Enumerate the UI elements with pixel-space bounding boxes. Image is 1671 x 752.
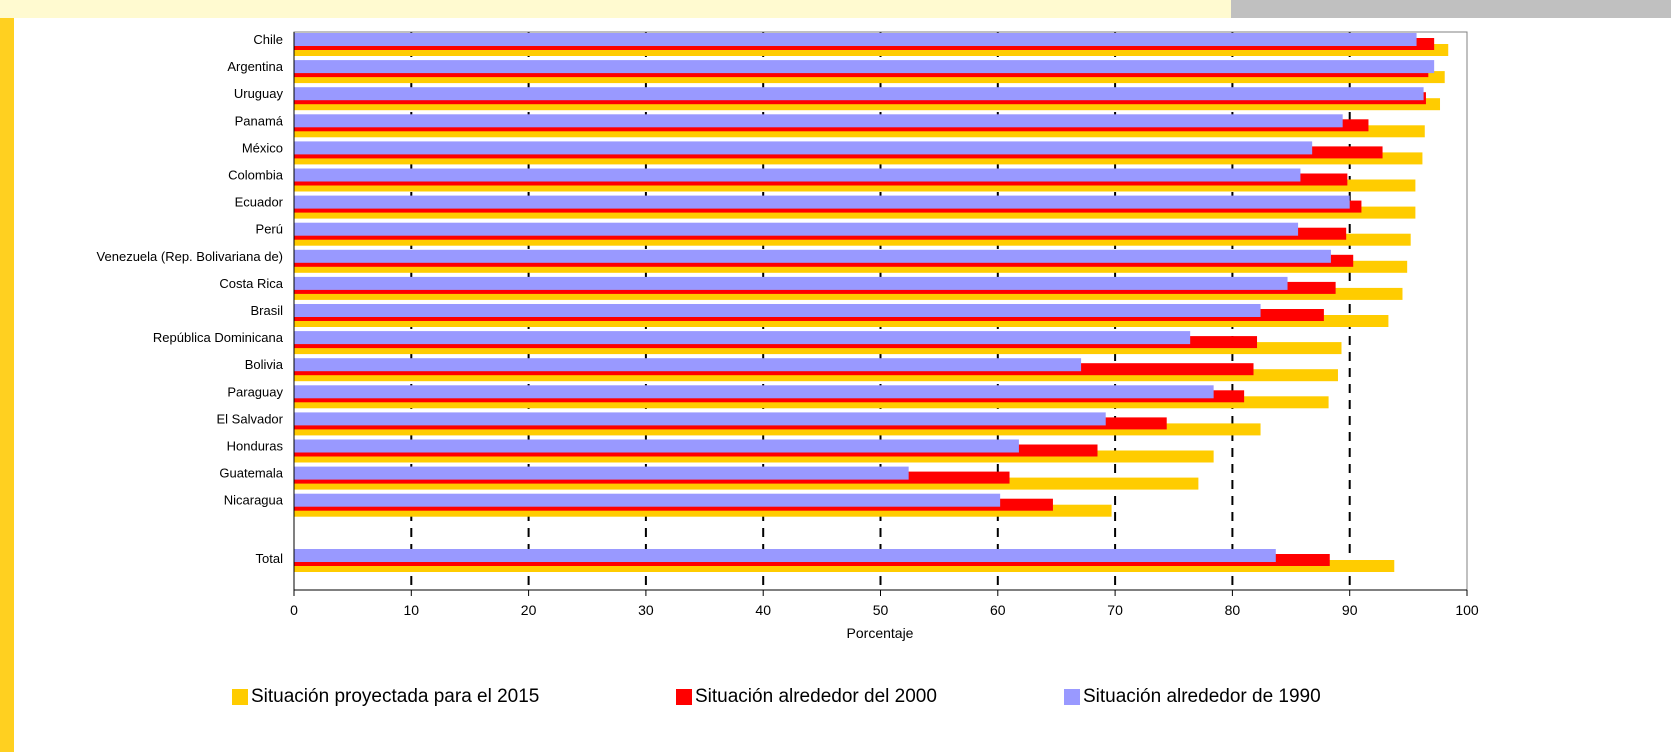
category-label-ecuador: Ecuador	[235, 195, 284, 210]
category-label-chile: Chile	[253, 32, 283, 47]
x-axis-title: Porcentaje	[847, 625, 914, 641]
legend: Situación proyectada para el 2015 Situac…	[232, 682, 1432, 712]
category-label-venezuela-rep-bolivariana-de: Venezuela (Rep. Bolivariana de)	[97, 249, 283, 264]
x-tick-label-70: 70	[1107, 602, 1123, 618]
category-label-nicaragua: Nicaragua	[224, 493, 284, 508]
category-label-peru: Perú	[256, 222, 283, 237]
category-label-guatemala: Guatemala	[219, 466, 283, 481]
bar-ecuador-1990	[294, 195, 1350, 209]
left-edge-band	[0, 18, 14, 752]
bar-venezuela-rep-bolivariana-de-1990	[294, 249, 1331, 263]
bar-guatemala-1990	[294, 466, 909, 480]
legend-item-2000: Situación alrededor del 2000	[676, 682, 937, 712]
category-label-mexico: México	[242, 140, 283, 155]
category-label-el-salvador: El Salvador	[217, 411, 284, 426]
x-tick-label-50: 50	[873, 602, 889, 618]
bar-peru-1990	[294, 222, 1299, 236]
category-label-paraguay: Paraguay	[227, 384, 283, 399]
x-tick-label-80: 80	[1225, 602, 1241, 618]
legend-swatch-1990	[1064, 689, 1080, 705]
category-label-honduras: Honduras	[227, 439, 284, 454]
legend-label-2015: Situación proyectada para el 2015	[251, 686, 540, 707]
category-label-republica-dominicana: República Dominicana	[153, 330, 284, 345]
bar-bolivia-1990	[294, 358, 1082, 372]
legend-swatch-2015	[232, 689, 248, 705]
legend-item-2015: Situación proyectada para el 2015	[232, 682, 539, 712]
bar-chart: 0 10 20 30 40 50 60 70 80 90 100 Chile Argentina Uru…	[97, 31, 1479, 641]
y-category-labels: Chile Argentina Uruguay Panamá México Colombi…	[97, 32, 284, 566]
x-tick-label-10: 10	[404, 602, 420, 618]
category-label-brasil: Brasil	[250, 303, 283, 318]
bar-paraguay-1990	[294, 385, 1214, 399]
category-label-bolivia: Bolivia	[245, 357, 284, 372]
legend-label-1990: Situación alrededor de 1990	[1083, 686, 1321, 707]
bar-mexico-1990	[294, 141, 1313, 155]
bar-total-1990	[294, 549, 1276, 562]
category-label-panama: Panamá	[235, 113, 284, 128]
legend-label-2000: Situación alrededor del 2000	[695, 686, 937, 707]
chart-card: 0 10 20 30 40 50 60 70 80 90 100 Chile Argentina Uru…	[14, 18, 1671, 752]
x-tick-label-90: 90	[1342, 602, 1358, 618]
category-label-costa-rica: Costa Rica	[219, 276, 283, 291]
x-tick-label-40: 40	[755, 602, 771, 618]
category-label-uruguay: Uruguay	[234, 86, 284, 101]
bar-costa-rica-1990	[294, 276, 1288, 290]
top-strip-accent	[1231, 0, 1671, 18]
bar-republica-dominicana-1990	[294, 331, 1191, 345]
bar-honduras-1990	[294, 439, 1019, 453]
x-tick-label-30: 30	[638, 602, 654, 618]
x-tick-label-0: 0	[290, 602, 298, 618]
x-tick-label-60: 60	[990, 602, 1006, 618]
bar-el-salvador-1990	[294, 412, 1106, 426]
bar-panama-1990	[294, 114, 1343, 128]
bars	[294, 33, 1449, 572]
bar-colombia-1990	[294, 168, 1301, 182]
x-tick-label-20: 20	[521, 602, 537, 618]
x-ticks: 0 10 20 30 40 50 60 70 80 90 100	[290, 590, 1479, 618]
legend-swatch-2000	[676, 689, 692, 705]
x-tick-label-100: 100	[1455, 602, 1479, 618]
category-label-colombia: Colombia	[228, 168, 284, 183]
bar-argentina-1990	[294, 60, 1435, 74]
bar-brasil-1990	[294, 304, 1261, 317]
legend-item-1990: Situación alrededor de 1990	[1064, 682, 1321, 712]
category-label-argentina: Argentina	[227, 59, 283, 74]
category-label-total: Total	[256, 551, 284, 566]
bar-chile-1990	[294, 33, 1417, 46]
bar-uruguay-1990	[294, 87, 1424, 101]
bar-nicaragua-1990	[294, 493, 1001, 507]
